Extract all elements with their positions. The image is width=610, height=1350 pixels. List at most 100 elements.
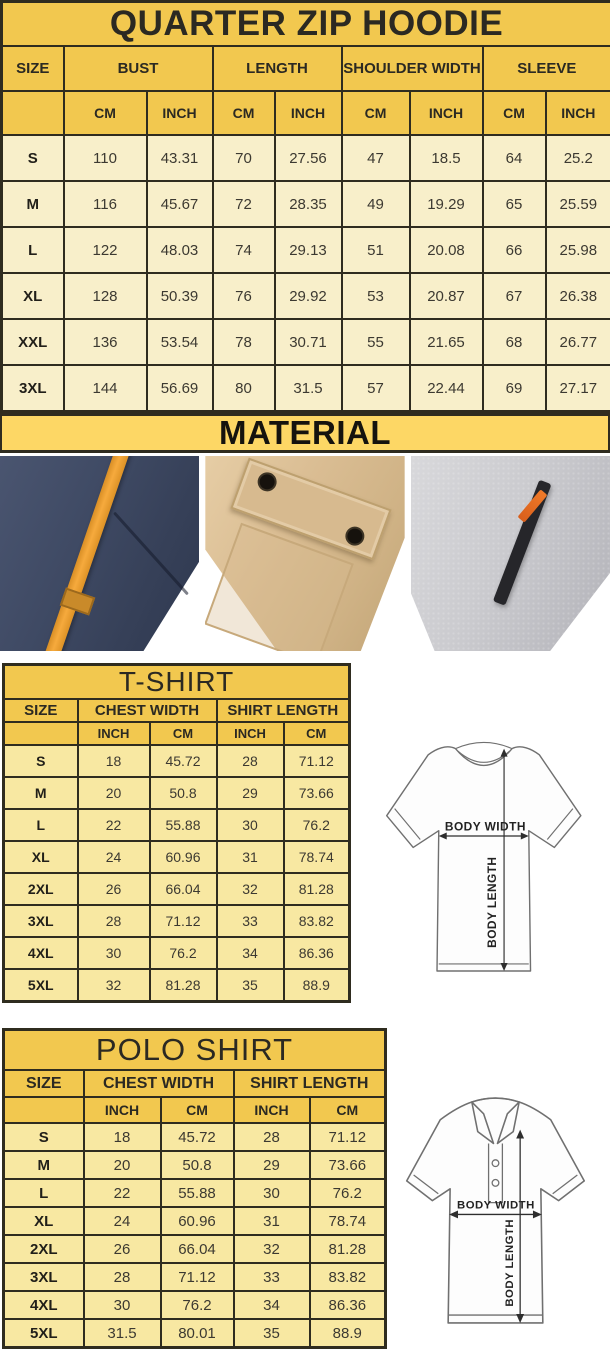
col-header-bust: BUST	[62, 45, 214, 92]
size-cell: 3XL	[2, 1262, 85, 1292]
table-row: 2XL 26 66.04 32 81.28	[2, 872, 351, 906]
table-row: L 22 55.88 30 76.2	[2, 1178, 387, 1208]
table-row: S 18 45.72 28 71.12	[2, 1122, 387, 1152]
navy-fabric	[0, 456, 200, 651]
table-row: 4XL 30 76.2 34 86.36	[2, 936, 351, 970]
table-row: XXL 136 53.54 78 30.71 55 21.65 68 26.77	[0, 318, 610, 366]
value-cell: 81.28	[282, 872, 351, 906]
value-cell: 66.04	[148, 872, 218, 906]
value-cell: 76.2	[308, 1178, 387, 1208]
size-cell: M	[2, 776, 79, 810]
value-cell: 28.35	[273, 180, 343, 228]
value-cell: 70	[211, 134, 276, 182]
hoodie-table-body: S 110 43.31 70 27.56 47 18.5 64 25.2 M 116 45.67 72 2…	[0, 134, 610, 413]
value-cell: 128	[62, 272, 148, 320]
photo-khaki-pocket	[205, 456, 405, 651]
size-cell: 2XL	[2, 1234, 85, 1264]
value-cell: 47	[340, 134, 411, 182]
table-row: XL 24 60.96 31 78.74	[2, 1206, 387, 1236]
value-cell: 48.03	[145, 226, 214, 274]
placket-left-line	[487, 1143, 504, 1204]
value-cell: 32	[232, 1234, 311, 1264]
hoodie-table-title: QUARTER ZIP HOODIE	[0, 0, 610, 47]
size-cell: XXL	[0, 318, 65, 366]
value-cell: 136	[62, 318, 148, 366]
unit-header-inch: INCH	[273, 90, 343, 136]
unit-header-cm: CM	[148, 721, 218, 746]
value-cell: 64	[481, 134, 547, 182]
polo-size-table: POLO SHIRT SIZE CHEST WIDTH SHIRT LENGTH…	[2, 1028, 388, 1349]
value-cell: 76.2	[148, 936, 218, 970]
size-cell: 3XL	[0, 364, 65, 413]
col-header-length: LENGTH	[211, 45, 343, 92]
collar-top-line	[471, 1097, 520, 1103]
value-cell: 81.28	[148, 968, 218, 1003]
table-row: 5XL 32 81.28 35 88.9	[2, 968, 351, 1003]
body-length-label: BODY LENGTH	[504, 1219, 516, 1307]
size-cell: L	[2, 808, 79, 842]
collar-back-line	[455, 741, 513, 750]
value-cell: 20	[76, 776, 151, 810]
value-cell: 22	[82, 1178, 162, 1208]
tshirt-outline-drawing: BODY WIDTH BODY LENGTH	[386, 741, 582, 972]
value-cell: 31.5	[82, 1318, 162, 1349]
body-width-arrow	[438, 832, 529, 840]
value-cell: 31.5	[273, 364, 343, 413]
material-title: MATERIAL	[218, 414, 392, 451]
value-cell: 28	[232, 1122, 311, 1152]
body-length-label: BODY LENGTH	[485, 857, 499, 948]
value-cell: 110	[62, 134, 148, 182]
tshirt-table-body: S 18 45.72 28 71.12 M 20 50.8 29 73.66 L 22 55.88 30 7…	[2, 744, 351, 1003]
value-cell: 71.12	[148, 904, 218, 938]
value-cell: 35	[215, 968, 285, 1003]
size-cell: L	[0, 226, 65, 274]
col-header-sleeve: SLEEVE	[481, 45, 610, 92]
value-cell: 34	[232, 1290, 311, 1320]
polo-collar-right	[496, 1101, 520, 1145]
size-cell: 4XL	[2, 1290, 85, 1320]
value-cell: 86.36	[308, 1290, 387, 1320]
value-cell: 26.38	[544, 272, 610, 320]
value-cell: 55.88	[148, 808, 218, 842]
value-cell: 67	[481, 272, 547, 320]
unit-header-cm: CM	[340, 90, 411, 136]
value-cell: 68	[481, 318, 547, 366]
value-cell: 25.98	[544, 226, 610, 274]
value-cell: 21.65	[408, 318, 484, 366]
body-length-arrow	[500, 748, 508, 971]
value-cell: 51	[340, 226, 411, 274]
value-cell: 55.88	[159, 1178, 235, 1208]
value-cell: 71.12	[282, 744, 351, 778]
value-cell: 29.13	[273, 226, 343, 274]
size-cell: M	[2, 1150, 85, 1180]
value-cell: 32	[76, 968, 151, 1003]
table-row: S 110 43.31 70 27.56 47 18.5 64 25.2	[0, 134, 610, 182]
size-cell: 4XL	[2, 936, 79, 970]
col-header-chest-width: CHEST WIDTH	[76, 698, 218, 723]
value-cell: 78.74	[308, 1206, 387, 1236]
value-cell: 49	[340, 180, 411, 228]
unit-header-cm: CM	[211, 90, 276, 136]
value-cell: 53	[340, 272, 411, 320]
value-cell: 28	[76, 904, 151, 938]
value-cell: 56.69	[145, 364, 214, 413]
value-cell: 71.12	[159, 1262, 235, 1292]
value-cell: 66.04	[159, 1234, 235, 1264]
value-cell: 73.66	[282, 776, 351, 810]
size-cell: S	[2, 744, 79, 778]
snap-button-icon	[345, 526, 365, 546]
value-cell: 35	[232, 1318, 311, 1349]
table-row: 4XL 30 76.2 34 86.36	[2, 1290, 387, 1320]
value-cell: 55	[340, 318, 411, 366]
polo-collar-left	[471, 1101, 495, 1145]
col-header-shirt-length: SHIRT LENGTH	[232, 1069, 387, 1098]
value-cell: 30	[76, 936, 151, 970]
value-cell: 28	[82, 1262, 162, 1292]
body-width-arrow	[449, 1210, 542, 1219]
empty-cell	[2, 1096, 85, 1124]
value-cell: 22.44	[408, 364, 484, 413]
value-cell: 30	[232, 1178, 311, 1208]
value-cell: 122	[62, 226, 148, 274]
polo-table-title: POLO SHIRT	[2, 1028, 387, 1071]
